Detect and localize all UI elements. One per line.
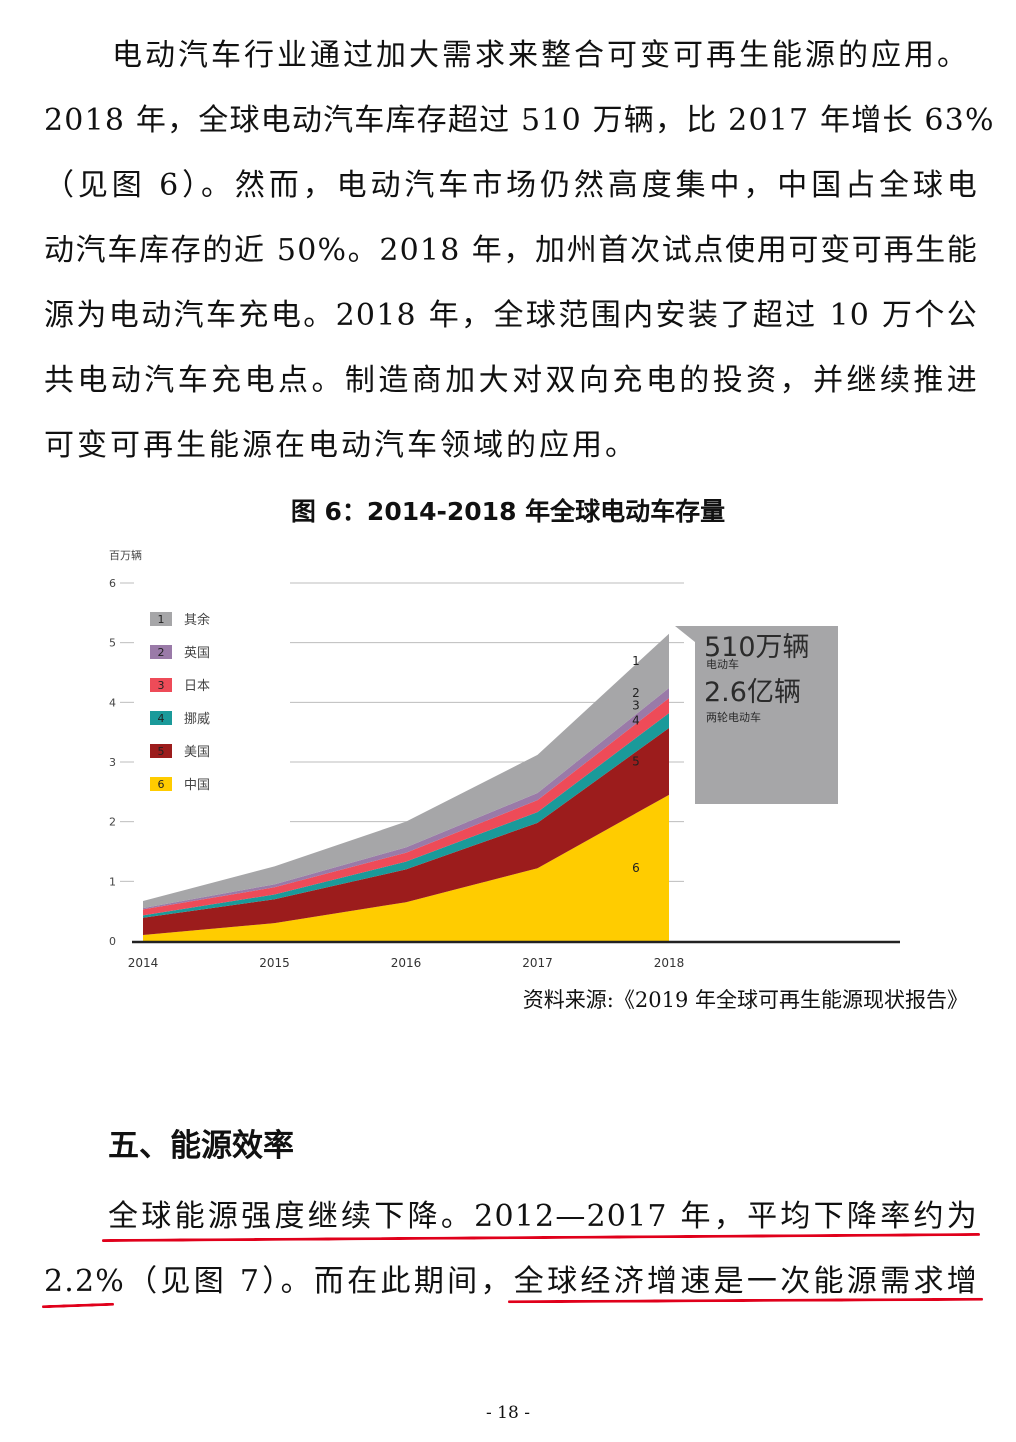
paragraph-line: 共电动汽车充电点。制造商加大对双向充电的投资，并继续推进 [44,363,978,398]
legend-number: 5 [158,745,165,758]
chart-areas [143,633,669,941]
y-tick-label: 1 [109,875,116,888]
area-number-label: 1 [632,654,640,668]
paragraph-line: 动汽车库存的近 50%。2018 年，加州首次试点使用可变可再生能 [44,233,978,268]
y-tick-label: 3 [109,756,116,769]
callout-label-2: 两轮电动车 [706,710,761,724]
y-axis-label: 百万辆 [109,548,142,562]
y-tick-label: 4 [109,696,116,709]
area-number-label: 4 [632,714,640,728]
figure-source: 资料来源:《2019 年全球可再生能源现状报告》 [522,988,968,1012]
area-series-1 [143,633,669,909]
area-series-6 [143,794,669,941]
red-underline [41,1302,115,1309]
legend-swatch-5 [150,744,172,758]
x-tick-label: 2017 [522,956,553,970]
paragraph-line: 2.2%（见图 7）。而在此期间，全球经济增速是一次能源需求增 [44,1264,978,1299]
y-tick-label: 0 [109,935,116,948]
x-tick-label: 2018 [654,956,685,970]
paragraph-line: 源为电动汽车充电。2018 年，全球范围内安装了超过 10 万个公 [44,298,978,333]
callout-label-1: 电动车 [706,657,739,671]
page-number: - 18 - [486,1403,530,1423]
x-tick-label: 2016 [391,956,422,970]
chart-area-labels: 6 5 432 1 [632,654,640,875]
section-heading: 五、能源效率 [108,1128,294,1164]
legend-swatch-6 [150,777,172,791]
callout-value-1: 510万辆 [704,632,810,663]
figure-title: 图 6：2014-2018 年全球电动车存量 [290,497,726,526]
legend-label: 挪威 [184,712,210,727]
legend-number: 1 [158,613,165,626]
paragraph-line: （见图 6）。然而，电动汽车市场仍然高度集中，中国占全球电 [44,168,978,203]
legend-label: 中国 [184,778,210,793]
y-tick-label: 6 [109,577,116,590]
legend-number: 6 [158,778,165,791]
callout-box [675,626,838,804]
legend-number: 2 [158,646,165,659]
legend-swatch-4 [150,711,172,725]
area-number-label: 3 [632,699,640,713]
legend-label: 美国 [184,745,210,760]
y-tick-label: 5 [109,637,116,650]
legend-swatch-3 [150,678,172,692]
chart-callout: 510万辆 电动车 2.6亿辆 两轮电动车 [675,626,838,804]
area-number-label: 5 [632,754,640,768]
paragraph-line: 电动汽车行业通过加大需求来整合可变可再生能源的应用。 [112,38,970,73]
legend-label: 英国 [184,646,210,661]
paragraph-line: 可变可再生能源在电动汽车领域的应用。 [44,428,638,463]
legend-label: 日本 [184,679,210,694]
paragraph-line: 2018 年，全球电动汽车库存超过 510 万辆，比 2017 年增长 63% [44,103,995,138]
callout-value-2: 2.6亿辆 [704,677,801,708]
legend-label: 其余 [184,612,210,628]
paragraph-line: 全球能源强度继续下降。2012—2017 年，平均下降率约为 [108,1199,978,1234]
x-tick-label: 2014 [128,956,159,970]
chart-legend: 1 其余 2 英国 3 日本 4 挪威 5 美国 6 中国 [150,612,210,793]
area-number-label: 2 [632,686,640,700]
legend-swatch-2 [150,645,172,659]
x-tick-label: 2015 [259,956,290,970]
legend-swatch-1 [150,612,172,626]
area-series-5 [143,727,669,936]
y-tick-label: 2 [109,816,116,829]
legend-number: 3 [158,679,165,692]
legend-number: 4 [158,712,165,725]
area-number-label: 6 [632,861,640,875]
